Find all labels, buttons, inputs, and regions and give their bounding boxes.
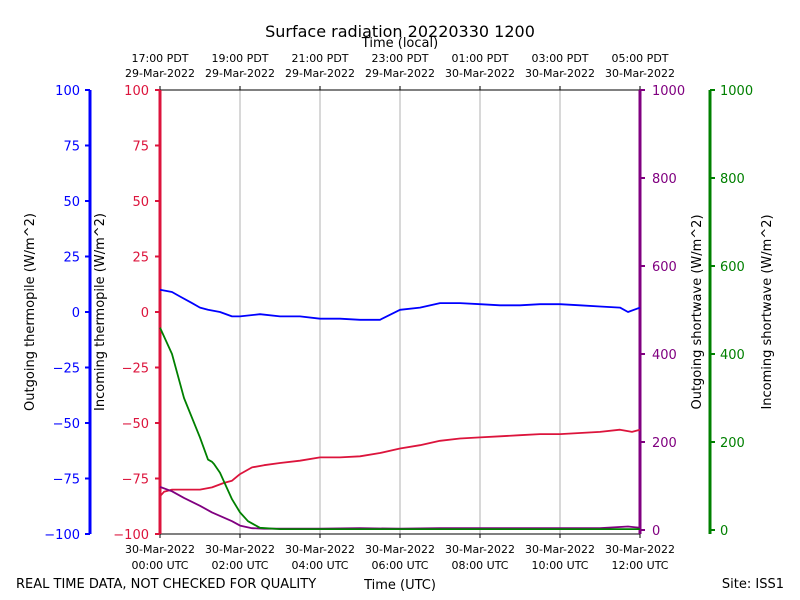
- x-tick-label-local-date: 30-Mar-2022: [605, 67, 675, 80]
- x-tick-label-local-date: 29-Mar-2022: [365, 67, 435, 80]
- incoming-thermopile-tick-label: −25: [122, 362, 149, 377]
- x-tick-label-utc-date: 30-Mar-2022: [365, 543, 435, 556]
- outgoing-thermopile-tick-label: 100: [55, 84, 80, 99]
- outgoing-thermopile-tick-label: 50: [63, 195, 80, 210]
- chart-title: Surface radiation 20220330 1200: [265, 22, 535, 41]
- x-tick-label-utc-date: 30-Mar-2022: [525, 543, 595, 556]
- outgoing-shortwave-tick-label: 200: [652, 436, 677, 451]
- outgoing-thermopile-tick-label: −100: [44, 528, 80, 543]
- incoming-shortwave-tick-label: 800: [720, 172, 745, 187]
- x-tick-label-local-date: 29-Mar-2022: [125, 67, 195, 80]
- outgoing-thermopile-tick-label: 25: [63, 251, 80, 266]
- outgoing-shortwave-tick-label: 800: [652, 172, 677, 187]
- x-tick-label-utc-date: 30-Mar-2022: [445, 543, 515, 556]
- x-tick-label-utc-time: 06:00 UTC: [371, 559, 428, 572]
- x-tick-label-local-date: 30-Mar-2022: [445, 67, 515, 80]
- x-tick-label-local-time: 23:00 PDT: [371, 52, 428, 65]
- outgoing-thermopile-tick-label: 75: [63, 140, 80, 155]
- incoming-thermopile-line: [159, 428, 641, 497]
- outgoing-thermopile-tick-label: −50: [53, 417, 80, 432]
- x-tick-label-utc-date: 30-Mar-2022: [125, 543, 195, 556]
- outgoing-thermopile-tick-label: 0: [72, 306, 80, 321]
- grid-lines: [239, 90, 561, 534]
- x-tick-label-local-time: 19:00 PDT: [211, 52, 268, 65]
- x-tick-label-utc-time: 00:00 UTC: [131, 559, 188, 572]
- incoming-thermopile-tick-label: 75: [132, 140, 149, 155]
- incoming-thermopile-tick-label: −100: [113, 528, 149, 543]
- x-tick-label-local-date: 30-Mar-2022: [525, 67, 595, 80]
- x-tick-label-utc-time: 08:00 UTC: [451, 559, 508, 572]
- x-tick-label-utc-date: 30-Mar-2022: [605, 543, 675, 556]
- incoming-shortwave-tick-label: 200: [720, 436, 745, 451]
- x-tick-label-utc-time: 10:00 UTC: [531, 559, 588, 572]
- x-tick-label-utc-time: 12:00 UTC: [611, 559, 668, 572]
- outgoing-shortwave-axis-label: Outgoing shortwave (W/m^2): [690, 214, 705, 409]
- footer-site-label: Site: ISS1: [722, 577, 784, 592]
- incoming-shortwave-tick-label: 1000: [720, 84, 753, 99]
- footer-left-note: REAL TIME DATA, NOT CHECKED FOR QUALITY: [16, 577, 316, 592]
- incoming-thermopile-tick-label: 100: [124, 84, 149, 99]
- x-tick-label-local-date: 29-Mar-2022: [285, 67, 355, 80]
- incoming-shortwave-line: [159, 327, 640, 530]
- outgoing-thermopile-tick-label: −75: [53, 473, 80, 488]
- incoming-shortwave-tick-label: 0: [720, 524, 728, 539]
- incoming-shortwave-tick-label: 600: [720, 260, 745, 275]
- x-tick-label-local-time: 17:00 PDT: [131, 52, 188, 65]
- x-tick-label-local-time: 01:00 PDT: [451, 52, 508, 65]
- outgoing-shortwave-tick-label: 1000: [652, 84, 685, 99]
- x-tick-label-local-date: 29-Mar-2022: [205, 67, 275, 80]
- incoming-thermopile-tick-label: 25: [132, 251, 149, 266]
- x-tick-label-utc-date: 30-Mar-2022: [285, 543, 355, 556]
- incoming-thermopile-tick-label: 0: [141, 306, 149, 321]
- incoming-thermopile-tick-label: −75: [122, 473, 149, 488]
- series-lines: [159, 288, 641, 530]
- outgoing-thermopile-tick-label: −25: [53, 362, 80, 377]
- outgoing-thermopile-axis-label: Outgoing thermopile (W/m^2): [23, 213, 38, 411]
- x-tick-label-local-time: 21:00 PDT: [291, 52, 348, 65]
- incoming-shortwave-axis-label: Incoming shortwave (W/m^2): [760, 214, 775, 409]
- x-axis-label: Time (UTC): [363, 578, 436, 593]
- x-tick-label-local-time: 03:00 PDT: [531, 52, 588, 65]
- top-axis-label: Time (local): [361, 36, 438, 51]
- outgoing-thermopile-line: [159, 288, 641, 321]
- axis-ticks: 30-Mar-2022 00:00 UTC 30-Mar-2022 02:00 UTC…: [44, 52, 753, 572]
- x-tick-label-utc-time: 02:00 UTC: [211, 559, 268, 572]
- incoming-thermopile-tick-label: −50: [122, 417, 149, 432]
- incoming-thermopile-axis-label: Incoming thermopile (W/m^2): [93, 213, 108, 411]
- incoming-shortwave-tick-label: 400: [720, 348, 745, 363]
- x-tick-label-local-time: 05:00 PDT: [611, 52, 668, 65]
- x-tick-label-utc-date: 30-Mar-2022: [205, 543, 275, 556]
- incoming-thermopile-tick-label: 50: [132, 195, 149, 210]
- x-tick-label-utc-time: 04:00 UTC: [291, 559, 348, 572]
- outgoing-shortwave-tick-label: 600: [652, 260, 677, 275]
- outgoing-shortwave-tick-label: 400: [652, 348, 677, 363]
- outgoing-shortwave-tick-label: 0: [652, 524, 660, 539]
